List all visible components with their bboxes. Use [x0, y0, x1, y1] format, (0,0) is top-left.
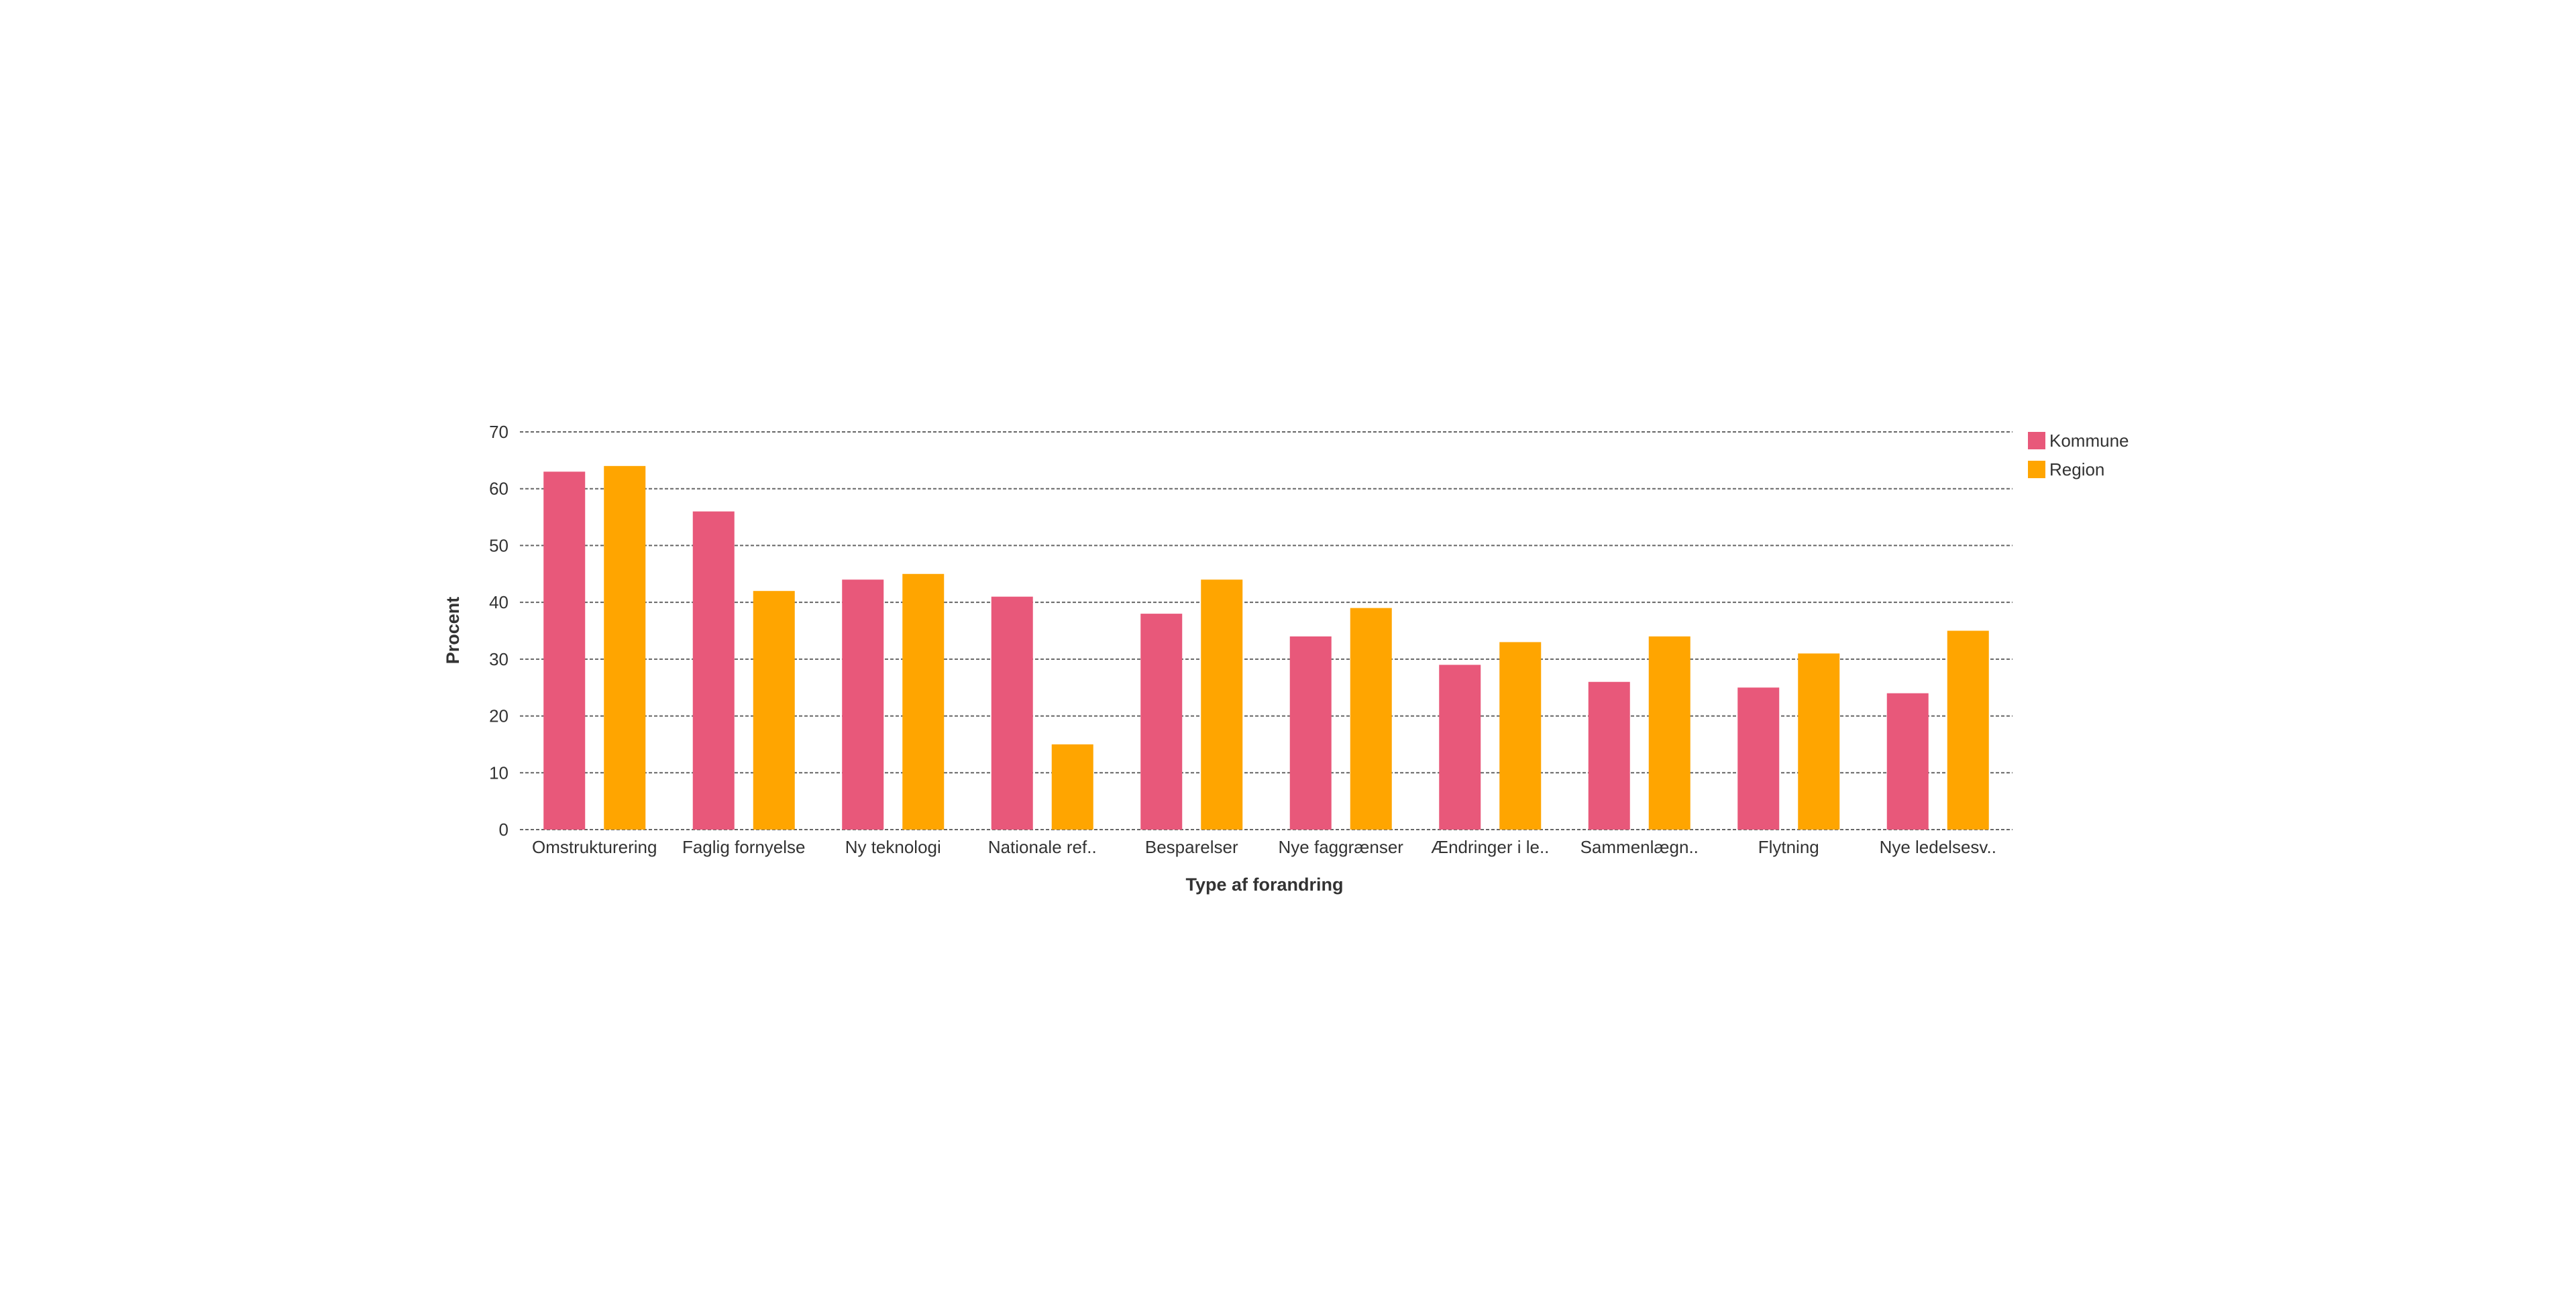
y-tick-label: 60 — [489, 479, 508, 499]
y-tick-label: 40 — [489, 592, 508, 612]
bar-kommune-6[interactable] — [1439, 665, 1481, 830]
y-tick-label: 10 — [489, 763, 508, 783]
bar-kommune-1[interactable] — [692, 511, 735, 830]
legend-swatch-region — [2028, 461, 2045, 478]
grid — [520, 431, 2012, 830]
y-axis-ticks: 0 10 20 30 40 50 60 70 — [489, 422, 508, 840]
bar-kommune-3[interactable] — [991, 596, 1033, 830]
bar-kommune-4[interactable] — [1140, 614, 1183, 830]
x-tick-label: Sammenlægn.. — [1580, 837, 1699, 857]
bars — [543, 465, 1989, 830]
x-tick-label: Ændringer i le.. — [1431, 837, 1549, 857]
x-tick-label: Flytning — [1758, 837, 1819, 857]
x-tick-label: Nationale ref.. — [988, 837, 1097, 857]
bar-region-1[interactable] — [753, 591, 795, 830]
bar-kommune-0[interactable] — [543, 471, 586, 830]
bar-kommune-9[interactable] — [1886, 693, 1929, 830]
bar-region-3[interactable] — [1051, 744, 1093, 830]
x-tick-label: Ny teknologi — [845, 837, 941, 857]
bar-region-0[interactable] — [604, 465, 646, 830]
y-tick-label: 50 — [489, 535, 508, 555]
bar-kommune-5[interactable] — [1289, 636, 1332, 830]
y-tick-label: 0 — [499, 820, 508, 840]
bar-region-2[interactable] — [902, 573, 945, 830]
bar-region-7[interactable] — [1648, 636, 1690, 830]
y-axis-title: Procent — [443, 597, 463, 665]
y-tick-label: 20 — [489, 706, 508, 726]
bar-kommune-7[interactable] — [1588, 681, 1630, 830]
legend-swatch-kommune — [2028, 432, 2045, 449]
x-tick-label: Nye faggrænser — [1279, 837, 1404, 857]
legend-label-region[interactable]: Region — [2049, 459, 2104, 480]
bar-region-9[interactable] — [1947, 630, 1989, 830]
legend-label-kommune[interactable]: Kommune — [2049, 431, 2129, 451]
x-tick-label: Faglig fornyelse — [682, 837, 806, 857]
bar-kommune-2[interactable] — [842, 579, 884, 830]
legend: Kommune Region — [2028, 431, 2129, 480]
y-tick-label: 70 — [489, 422, 508, 442]
y-tick-label: 30 — [489, 649, 508, 669]
bar-kommune-8[interactable] — [1737, 687, 1780, 830]
x-tick-label: Nye ledelsesv.. — [1880, 837, 1996, 857]
bar-region-4[interactable] — [1201, 579, 1243, 830]
x-axis-ticks: Omstrukturering Faglig fornyelse Ny teknol… — [532, 837, 1996, 857]
bar-region-6[interactable] — [1499, 642, 1542, 830]
x-tick-label: Omstrukturering — [532, 837, 657, 857]
bar-region-8[interactable] — [1798, 653, 1840, 830]
bar-region-5[interactable] — [1350, 608, 1392, 830]
x-tick-label: Besparelser — [1145, 837, 1238, 857]
x-axis-title: Type af forandring — [1185, 875, 1343, 895]
